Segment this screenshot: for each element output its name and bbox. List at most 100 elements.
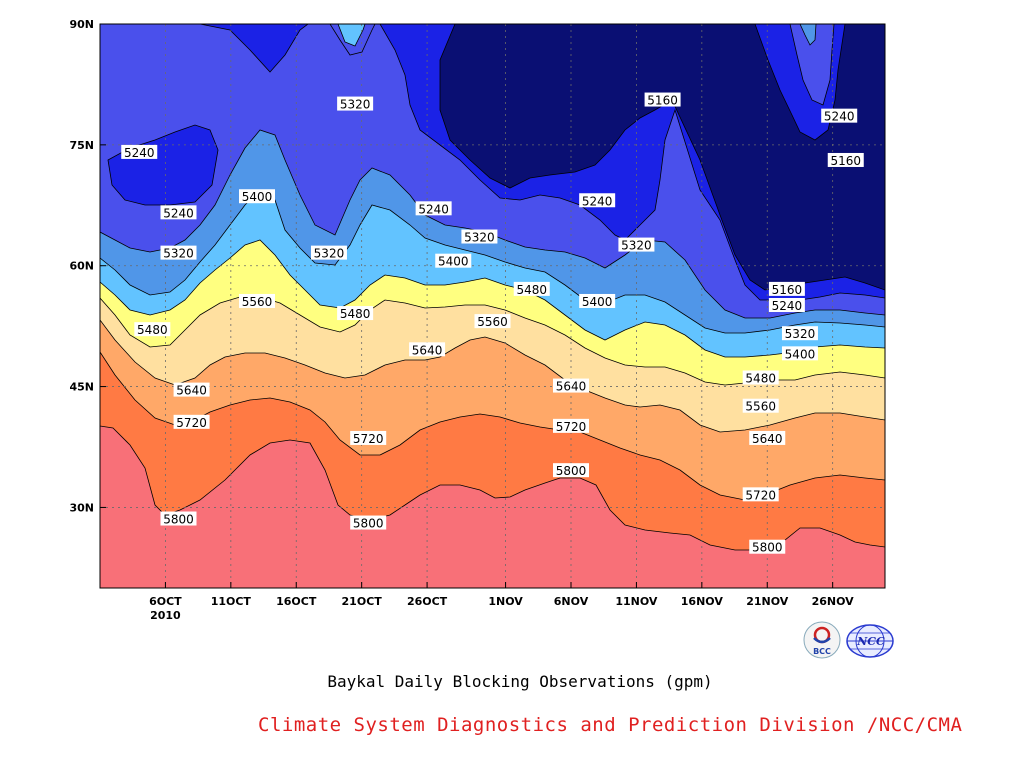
- svg-text:5720: 5720: [745, 488, 776, 502]
- contour-line: [107, 124, 219, 206]
- contour-line: [100, 24, 885, 433]
- x-tick-label: 26OCT: [407, 595, 448, 608]
- x-tick-label: 21OCT: [342, 595, 383, 608]
- contour-label: 5240: [579, 193, 616, 208]
- contour-labels: 5240 5240 5320 5480 5640 5720 5800 5400 5560 5320…: [121, 92, 864, 555]
- x-tick-year-label: 2010: [150, 609, 181, 622]
- svg-text:5400: 5400: [242, 190, 273, 204]
- x-tick-label: 26NOV: [812, 595, 855, 608]
- contour-label: 5640: [553, 378, 589, 394]
- x-tick-label: 11OCT: [211, 595, 252, 608]
- y-tick-label: 60N: [69, 260, 94, 273]
- svg-text:5720: 5720: [353, 432, 384, 446]
- svg-text:5800: 5800: [163, 513, 194, 527]
- contour-label: 5240: [768, 298, 805, 313]
- svg-text:5480: 5480: [516, 283, 547, 297]
- x-tick-label: 16NOV: [681, 595, 724, 608]
- contour-label: 5480: [134, 322, 171, 337]
- y-tick-label: 30N: [69, 501, 94, 514]
- bcc-logo: BCC: [803, 621, 841, 659]
- contour-label: 5320: [618, 237, 655, 253]
- svg-text:5480: 5480: [340, 307, 371, 321]
- svg-text:5480: 5480: [745, 372, 776, 386]
- svg-text:5240: 5240: [582, 194, 613, 208]
- bcc-logo-text: BCC: [813, 647, 831, 656]
- contour-line: [799, 24, 817, 46]
- svg-text:5240: 5240: [418, 202, 449, 216]
- contour-line: [754, 24, 846, 141]
- contour-label: 5720: [173, 414, 210, 430]
- chart-title: Baykal Daily Blocking Observations (gpm): [327, 672, 713, 691]
- svg-text:5160: 5160: [772, 283, 803, 297]
- svg-text:5240: 5240: [124, 146, 155, 160]
- contour-lines: [100, 24, 885, 551]
- band-5400-ne: [800, 24, 816, 45]
- contour-label: 5320: [160, 245, 197, 261]
- svg-text:5640: 5640: [556, 380, 587, 394]
- contour-line: [100, 24, 885, 319]
- contour-label: 5320: [337, 96, 374, 112]
- contour-label: 5160: [644, 92, 681, 108]
- contour-label: 5480: [513, 281, 550, 297]
- contour-label: 5480: [742, 370, 779, 386]
- y-tick-label: 75N: [69, 139, 94, 152]
- contour-line: [100, 24, 885, 501]
- svg-text:5640: 5640: [176, 384, 207, 398]
- contour-label: 5720: [742, 487, 779, 502]
- svg-text:5160: 5160: [830, 154, 861, 168]
- contour-label: 5400: [239, 189, 275, 204]
- svg-text:5240: 5240: [824, 110, 855, 124]
- contour-label: 5240: [160, 205, 197, 220]
- svg-text:5400: 5400: [438, 255, 469, 269]
- svg-text:5160: 5160: [647, 94, 678, 108]
- svg-text:5640: 5640: [752, 432, 783, 446]
- ncc-logo: NCC: [846, 624, 894, 658]
- contour-label: 5240: [415, 201, 452, 216]
- svg-text:5800: 5800: [556, 464, 587, 478]
- source-credit: Climate System Diagnostics and Predictio…: [258, 714, 963, 736]
- contour-label: 5160: [768, 281, 805, 297]
- contour-label: 5480: [337, 306, 374, 321]
- ncc-logo-text: NCC: [856, 635, 885, 648]
- contour-label: 5560: [474, 314, 511, 329]
- svg-text:5400: 5400: [785, 347, 816, 361]
- contour-label: 5560: [239, 293, 275, 309]
- contour-label: 5320: [461, 229, 498, 245]
- contour-label: 5160: [827, 152, 864, 168]
- svg-text:5560: 5560: [477, 315, 508, 329]
- x-tick-label: 1NOV: [488, 595, 523, 608]
- y-tick-label: 45N: [69, 381, 94, 394]
- contour-label: 5800: [749, 539, 786, 555]
- x-tick-label: 11NOV: [615, 595, 658, 608]
- contour-label: 5800: [350, 515, 387, 531]
- plot-frame: [99, 23, 886, 589]
- contour-line: [329, 24, 376, 56]
- contour-label: 5560: [742, 398, 779, 414]
- contour-label: 5720: [553, 418, 589, 434]
- contour-label: 5400: [781, 346, 818, 361]
- contour-label: 5640: [409, 342, 446, 357]
- svg-text:5800: 5800: [752, 541, 783, 555]
- contour-label: 5640: [749, 430, 786, 446]
- contour-label: 5240: [821, 108, 858, 124]
- contour-line: [100, 24, 885, 551]
- contour-line: [789, 24, 835, 106]
- contour-label: 5320: [310, 245, 347, 261]
- svg-text:5480: 5480: [137, 323, 168, 337]
- contour-label: 5400: [579, 293, 616, 309]
- contour-label: 5800: [160, 511, 197, 527]
- svg-text:5560: 5560: [745, 400, 776, 414]
- svg-text:5720: 5720: [176, 416, 207, 430]
- contour-label: 5320: [781, 326, 818, 341]
- x-tick-label: 16OCT: [276, 595, 317, 608]
- contour-label: 5400: [435, 253, 472, 269]
- svg-text:5240: 5240: [772, 299, 803, 313]
- band-5240-5320-ne: [790, 24, 834, 105]
- contour-line: [100, 24, 885, 386]
- svg-text:5320: 5320: [464, 231, 495, 245]
- svg-text:5720: 5720: [556, 420, 587, 434]
- contour-label: 5240: [121, 144, 158, 160]
- svg-text:5560: 5560: [242, 295, 273, 309]
- x-tick-label: 6NOV: [554, 595, 589, 608]
- svg-text:5320: 5320: [314, 247, 345, 261]
